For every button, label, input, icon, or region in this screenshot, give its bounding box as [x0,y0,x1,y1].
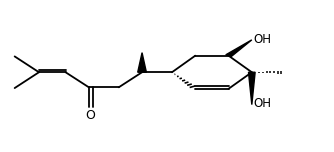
Text: OH: OH [254,97,272,110]
Text: OH: OH [254,33,272,46]
Polygon shape [138,53,146,72]
Polygon shape [226,40,252,57]
Polygon shape [248,72,255,105]
Text: O: O [85,109,95,122]
